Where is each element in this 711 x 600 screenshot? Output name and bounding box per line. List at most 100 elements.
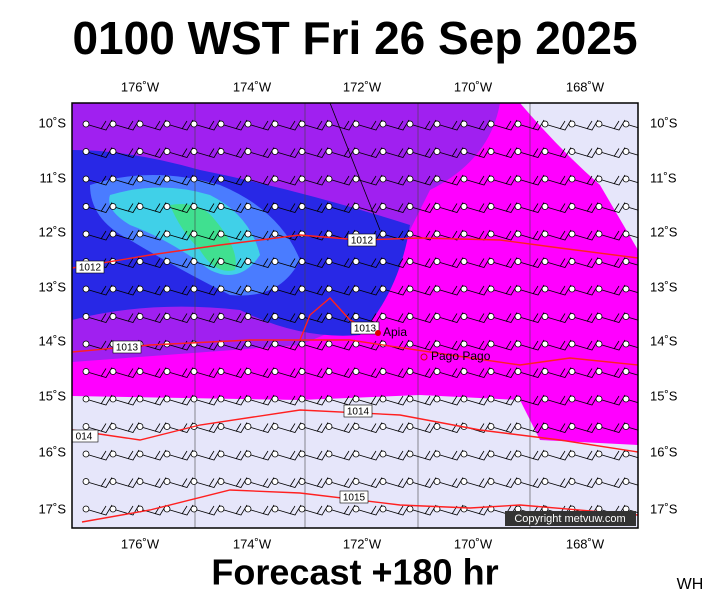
wind-station: [163, 368, 171, 375]
wind-station: [82, 120, 90, 128]
wind-station: [379, 423, 387, 430]
wind-station: [109, 478, 117, 485]
wind-station: [298, 478, 306, 485]
wind-station: [298, 395, 306, 403]
wind-station: [271, 340, 279, 348]
wind-station: [82, 478, 90, 485]
wind-station: [433, 340, 441, 348]
wind-station: [379, 285, 387, 293]
wind-station: [595, 313, 603, 320]
wind-station: [406, 203, 414, 210]
wind-station: [352, 175, 360, 183]
wind-station: [244, 203, 252, 210]
wind-station: [595, 478, 603, 485]
wind-station: [271, 203, 279, 210]
wind-station: [406, 285, 414, 293]
isobar-label: 1012: [79, 263, 102, 274]
isobar-label-box: [343, 404, 373, 418]
rain-shade: [170, 204, 236, 271]
wind-station: [622, 175, 630, 183]
isobar-label-box: [72, 429, 99, 443]
wind-station: [217, 175, 225, 183]
wind-station: [541, 203, 549, 210]
wind-station: [406, 175, 414, 183]
wind-station: [541, 478, 549, 485]
wind-station: [271, 285, 279, 293]
wind-station: [568, 450, 576, 458]
wind-station: [271, 148, 279, 155]
wind-station: [352, 368, 360, 375]
wind-station: [217, 505, 225, 513]
wind-station: [325, 478, 333, 485]
wind-station: [136, 230, 144, 238]
wind-station: [568, 395, 576, 403]
wind-station: [514, 203, 522, 210]
wind-station: [460, 258, 468, 265]
isobar-label-box: [347, 233, 377, 247]
lon-label: 168˚W: [566, 536, 605, 551]
wind-station: [622, 120, 630, 128]
wind-station: [136, 478, 144, 485]
wind-station: [352, 313, 360, 320]
lat-label: 11˚S: [650, 170, 677, 185]
wind-station: [595, 175, 603, 183]
lat-label: 16˚S: [39, 444, 67, 459]
lat-label: 14˚S: [39, 333, 67, 348]
wind-station: [514, 450, 522, 458]
wind-station: [460, 505, 468, 513]
wind-station: [82, 203, 90, 210]
wind-station: [514, 285, 522, 293]
wind-station: [514, 313, 522, 320]
wind-station: [541, 148, 549, 155]
wind-station: [568, 258, 576, 265]
wind-station: [190, 340, 198, 348]
lon-label: 176˚W: [121, 79, 160, 94]
wind-station: [568, 478, 576, 485]
wind-station: [244, 340, 252, 348]
wind-station: [541, 285, 549, 293]
wind-station: [82, 450, 90, 458]
wind-station: [379, 368, 387, 375]
lat-label: 10˚S: [39, 115, 67, 130]
wind-station: [568, 285, 576, 293]
isobar-label-box: [339, 490, 369, 504]
wind-station: [352, 423, 360, 430]
wind-station: [244, 395, 252, 403]
wind-station: [379, 478, 387, 485]
wind-station: [217, 478, 225, 485]
lat-label: 13˚S: [650, 279, 678, 294]
wind-station: [622, 368, 630, 375]
wind-station: [109, 175, 117, 183]
lon-label: 176˚W: [121, 536, 160, 551]
wind-station: [433, 230, 441, 238]
wind-station: [541, 120, 549, 128]
wind-station: [109, 203, 117, 210]
wind-station: [541, 368, 549, 375]
wind-station: [190, 258, 198, 265]
wind-station: [568, 120, 576, 128]
wind-station: [271, 230, 279, 238]
isobar-label: 014: [76, 432, 93, 443]
wind-station: [406, 148, 414, 155]
wind-station: [568, 368, 576, 375]
wind-station: [379, 395, 387, 403]
wind-station: [325, 505, 333, 513]
wind-station: [217, 423, 225, 430]
lat-label: 12˚S: [39, 224, 67, 239]
wind-station: [109, 395, 117, 403]
wind-station: [568, 313, 576, 320]
wind-station: [325, 313, 333, 320]
wind-station: [460, 395, 468, 403]
wind-station: [190, 450, 198, 458]
wind-station: [109, 148, 117, 155]
wind-station: [379, 203, 387, 210]
wind-station: [136, 423, 144, 430]
wind-station: [595, 230, 603, 238]
wind-station: [325, 423, 333, 430]
wind-station: [460, 148, 468, 155]
wind-station: [433, 285, 441, 293]
title: 0100 WST Fri 26 Sep 2025: [72, 12, 637, 64]
wind-station: [379, 450, 387, 458]
wind-barb: [628, 234, 638, 239]
lon-label: 170˚W: [454, 79, 493, 94]
